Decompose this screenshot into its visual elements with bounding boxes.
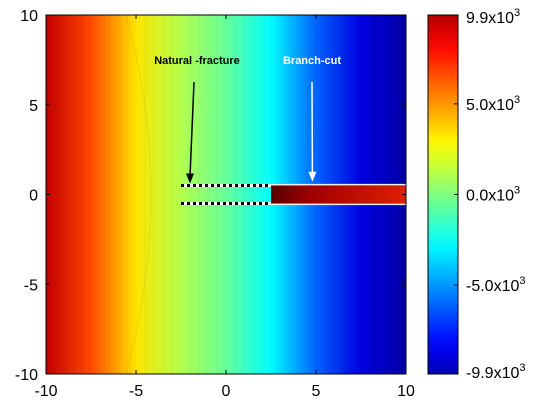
x-axis-ticks: -10 -5 0 5 10: [34, 15, 415, 400]
annotation-arrow-head: [186, 173, 194, 184]
x-tick-label: 10: [397, 383, 415, 400]
colorbar-tick-exponent: 3: [514, 7, 520, 19]
y-tick-label: -10: [15, 367, 38, 384]
x-tick-label: -5: [129, 383, 143, 400]
colorbar-tick-mantissa: 0.0x10: [466, 188, 514, 205]
colorbar-tick-exponent: 3: [519, 362, 525, 374]
colorbar-tick-mantissa: 9.9x10: [466, 10, 514, 27]
colorbar-tick-mantissa: 5.0x10: [466, 97, 514, 114]
colorbar-tick-exponent: 3: [514, 185, 520, 197]
colorbar-tick-exponent: 3: [519, 275, 525, 287]
x-tick-label: 5: [312, 383, 321, 400]
y-tick-label: 0: [29, 188, 38, 205]
colorbar-tick-mantissa: -5.0x10: [466, 278, 519, 295]
colorbar-tick-mantissa: -9.9x10: [466, 365, 519, 382]
x-tick-label: -10: [34, 383, 57, 400]
annotations: Natural -fracture Branch-cut: [154, 55, 341, 184]
colorbar-tick-label: -9.9x103: [466, 362, 526, 382]
branch-cut-band: [271, 185, 406, 204]
contour-bend-line: [125, 15, 152, 374]
y-tick-label: 10: [20, 8, 38, 25]
colorbar-tick-label: -5.0x103: [466, 275, 526, 295]
colorbar-scale: [427, 14, 459, 375]
colorbar-tick-label: 5.0x103: [466, 94, 520, 114]
colorbar-tick-label: 9.9x103: [466, 7, 520, 27]
y-axis-ticks: 10 5 0 -5 -10: [15, 8, 406, 384]
colorbar-tick-label: 0.0x103: [466, 185, 520, 205]
plot-area: [45, 14, 407, 375]
y-tick-label: 5: [29, 98, 38, 115]
colorbar-tick-exponent: 3: [514, 94, 520, 106]
annotation-arrow-shaft: [189, 81, 195, 177]
y-tick-label: -5: [24, 277, 38, 294]
annotation-arrow-head: [308, 171, 317, 182]
natural-fracture-label: Natural -fracture: [154, 55, 240, 67]
branch-cut-label: Branch-cut: [283, 55, 341, 67]
x-tick-label: 0: [222, 383, 231, 400]
